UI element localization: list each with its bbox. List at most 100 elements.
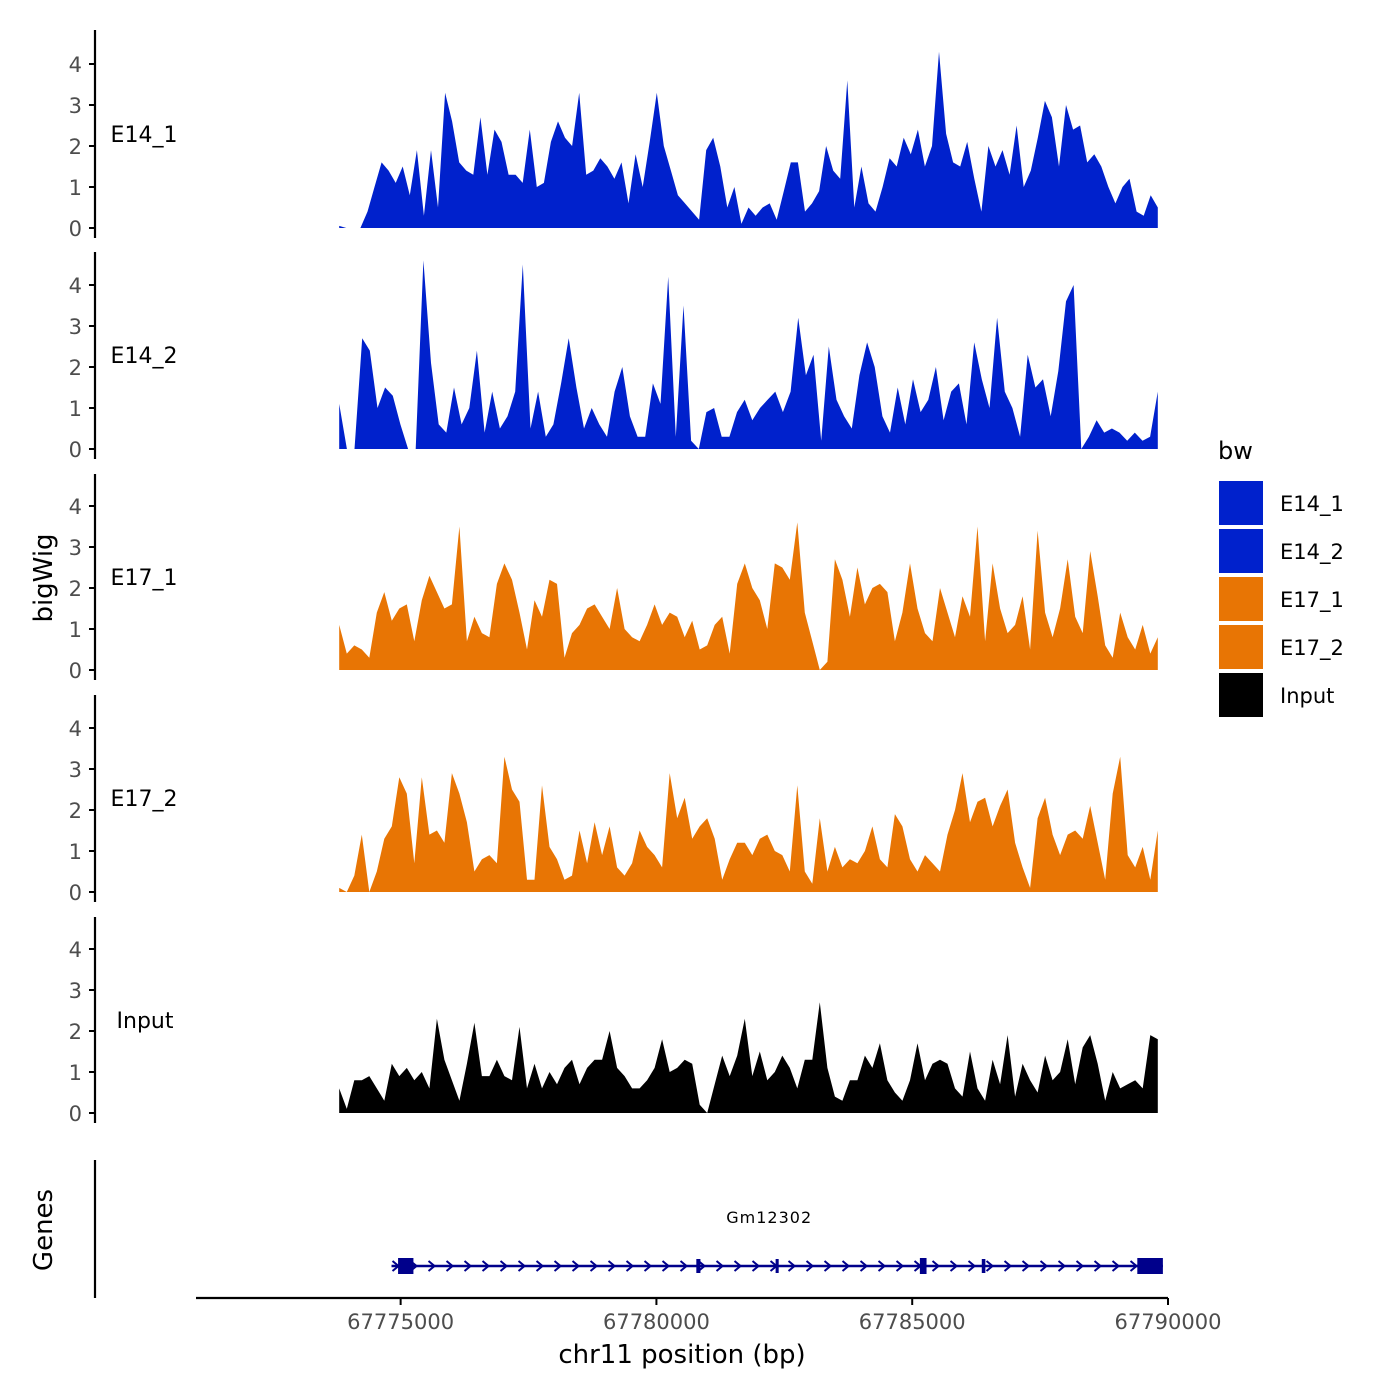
track-E14_1: 0 1 2 3 4 E14_1 (69, 30, 1158, 241)
strand-arrow (625, 1260, 635, 1272)
y-tick-label: 1 (69, 840, 82, 864)
y-tick-label: 1 (69, 397, 82, 421)
x-tick-label: 67790000 (1115, 1310, 1222, 1334)
legend-swatch-Input (1219, 673, 1263, 717)
y-tick-label: 2 (69, 577, 82, 601)
strand-arrow (571, 1260, 581, 1272)
strand-arrow (787, 1260, 797, 1272)
y-tick-label: 3 (69, 758, 82, 782)
y-tick-label: 2 (69, 1020, 82, 1044)
y-tick-label: 3 (69, 536, 82, 560)
strand-arrow (661, 1260, 671, 1272)
y-tick-label: 0 (69, 438, 82, 462)
y-tick-label: 0 (69, 217, 82, 241)
y-tick-label: 1 (69, 176, 82, 200)
y-tick-label: 2 (69, 799, 82, 823)
x-tick-label: 67775000 (347, 1310, 454, 1334)
y-tick-label: 3 (69, 315, 82, 339)
coverage-area-E17_2 (339, 756, 1158, 892)
legend-label: E17_2 (1280, 636, 1344, 661)
coverage-area-E17_1 (339, 522, 1158, 670)
strand-arrow (481, 1260, 491, 1272)
strand-arrow (949, 1260, 959, 1272)
legend-label: E17_1 (1280, 588, 1344, 613)
strand-arrow (1021, 1260, 1031, 1272)
y-tick-label: 2 (69, 356, 82, 380)
strand-arrow (1075, 1260, 1085, 1272)
y-tick-label: 3 (69, 94, 82, 118)
strand-arrow (895, 1260, 905, 1272)
track-E17_1: 0 1 2 3 4 E17_1 (69, 474, 1158, 683)
strand-arrow (1057, 1260, 1067, 1272)
y-axis-label: bigWig (29, 533, 59, 622)
track-label: E17_2 (111, 787, 178, 812)
strand-arrow (715, 1260, 725, 1272)
y-tick-label: 0 (69, 659, 82, 683)
track-E17_2: 0 1 2 3 4 E17_2 (69, 695, 1158, 905)
y-tick-label: 4 (69, 53, 82, 77)
strand-arrow (805, 1260, 815, 1272)
strand-arrow (463, 1260, 473, 1272)
genes-axis-label: Genes (29, 1189, 59, 1271)
track-label: E17_1 (111, 566, 178, 591)
strand-arrow (1039, 1260, 1049, 1272)
y-tick-label: 4 (69, 717, 82, 741)
legend: bw E14_1 E14_2 E17_1 E17_2 Input (1218, 437, 1344, 717)
legend-swatch-E14_2 (1219, 529, 1263, 573)
strand-arrow (751, 1260, 761, 1272)
legend-label: Input (1280, 684, 1334, 708)
coverage-area-E14_2 (339, 260, 1158, 449)
strand-arrow (877, 1260, 887, 1272)
y-tick-label: 2 (69, 135, 82, 159)
y-tick-label: 1 (69, 1061, 82, 1085)
y-tick-label: 3 (69, 979, 82, 1003)
strand-arrow (445, 1260, 455, 1272)
gene-exon (981, 1259, 986, 1273)
y-tick-label: 4 (69, 938, 82, 962)
x-axis-label: chr11 position (bp) (558, 1340, 805, 1370)
track-label: Input (117, 1009, 174, 1034)
strand-arrow (589, 1260, 599, 1272)
track-label: E14_1 (111, 123, 178, 148)
strand-arrow (553, 1260, 563, 1272)
legend-swatch-E14_1 (1219, 481, 1263, 525)
strand-arrow (823, 1260, 833, 1272)
strand-arrow (427, 1260, 437, 1272)
gene-exon (696, 1259, 701, 1273)
y-tick-label: 4 (69, 274, 82, 298)
y-tick-label: 0 (69, 881, 82, 905)
strand-arrow (1093, 1260, 1103, 1272)
strand-arrow (1111, 1260, 1121, 1272)
strand-arrow (517, 1260, 527, 1272)
strand-arrow (985, 1260, 995, 1272)
strand-arrow (535, 1260, 545, 1272)
strand-arrow (1129, 1260, 1139, 1272)
y-tick-label: 0 (69, 1102, 82, 1126)
gene-exon (1137, 1258, 1163, 1274)
y-tick-label: 1 (69, 618, 82, 642)
legend-swatch-E17_2 (1219, 625, 1263, 669)
coverage-tracks: 0 1 2 3 4 E14_1 0 1 2 3 4 E14_2 0 1 2 3 4 E17_1 0 1 2 3 4 E17_2… (69, 30, 1158, 1126)
strand-arrow (643, 1260, 653, 1272)
track-Input: 0 1 2 3 4 Input (69, 917, 1158, 1126)
gene-exon (398, 1258, 414, 1274)
strand-arrow (967, 1260, 977, 1272)
strand-arrow (733, 1260, 743, 1272)
gene-name-label: Gm12302 (726, 1208, 812, 1227)
strand-arrow (1003, 1260, 1013, 1272)
legend-label: E14_2 (1280, 540, 1344, 565)
strand-arrow (697, 1260, 707, 1272)
strand-arrow (607, 1260, 617, 1272)
gene-exon (919, 1258, 927, 1274)
strand-arrow (841, 1260, 851, 1272)
coverage-area-E14_1 (339, 51, 1158, 229)
track-E14_2: 0 1 2 3 4 E14_2 (69, 252, 1158, 462)
x-tick-label: 67780000 (603, 1310, 710, 1334)
strand-arrow (859, 1260, 869, 1272)
coverage-area-Input (339, 1002, 1158, 1113)
y-tick-label: 4 (69, 495, 82, 519)
track-label: E14_2 (111, 344, 178, 369)
strand-arrow (499, 1260, 509, 1272)
